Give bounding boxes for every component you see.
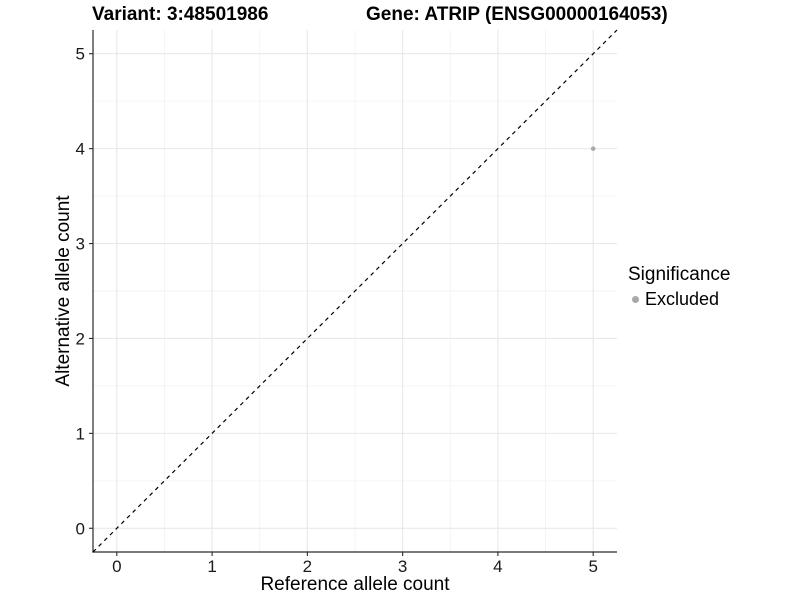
- x-tick-label: 3: [398, 557, 407, 576]
- y-axis-title: Alternative allele count: [53, 195, 74, 387]
- y-tick-label: 2: [76, 329, 85, 348]
- y-tick-label: 4: [76, 140, 85, 159]
- x-tick-label: 5: [588, 557, 597, 576]
- data-point: [590, 146, 596, 151]
- y-tick-label: 5: [76, 45, 85, 64]
- plot-title-variant: Variant: 3:48501986: [92, 4, 269, 25]
- x-tick-label: 1: [207, 557, 216, 576]
- y-tick-label: 3: [76, 235, 85, 254]
- plot-title-gene: Gene: ATRIP (ENSG00000164053): [366, 4, 668, 25]
- x-axis-title: Reference allele count: [260, 574, 450, 595]
- x-tick-label: 0: [112, 557, 121, 576]
- y-tick-label: 1: [76, 424, 85, 443]
- legend-title: Significance: [628, 264, 731, 285]
- x-tick-label: 2: [303, 557, 312, 576]
- y-tick-label: 0: [76, 519, 85, 538]
- x-tick-label: 4: [493, 557, 502, 576]
- identity-line: [92, 29, 618, 553]
- legend-item-label: Excluded: [645, 289, 720, 309]
- legend-point-icon: [632, 295, 639, 303]
- legend-item-excluded: Excluded: [628, 289, 730, 309]
- legend: Significance Excluded: [628, 263, 730, 309]
